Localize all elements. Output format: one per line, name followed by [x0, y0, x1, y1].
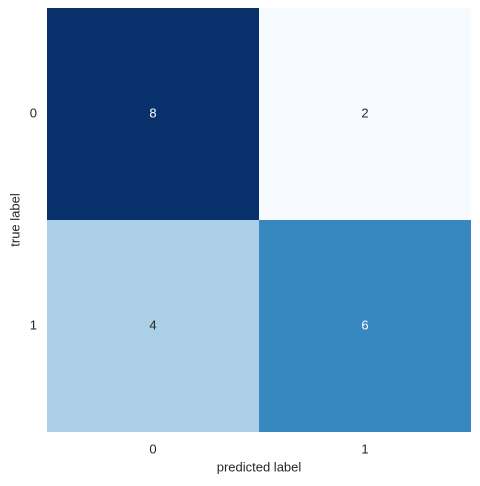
- y-axis-label: true label: [7, 193, 22, 247]
- heatmap-cell: [47, 220, 259, 432]
- cell-value-label: 8: [149, 105, 156, 120]
- heatmap-cell: [259, 8, 471, 220]
- heatmap-cell: [47, 8, 259, 220]
- y-tick-label: 0: [30, 105, 37, 120]
- y-tick-label: 1: [30, 317, 37, 332]
- cell-value-label: 2: [361, 105, 368, 120]
- x-tick-label: 1: [361, 441, 368, 456]
- cell-value-label: 6: [361, 317, 368, 332]
- x-axis-label: predicted label: [217, 459, 302, 474]
- heatmap-cell: [259, 220, 471, 432]
- x-tick-label: 0: [149, 441, 156, 456]
- cell-value-label: 4: [149, 317, 156, 332]
